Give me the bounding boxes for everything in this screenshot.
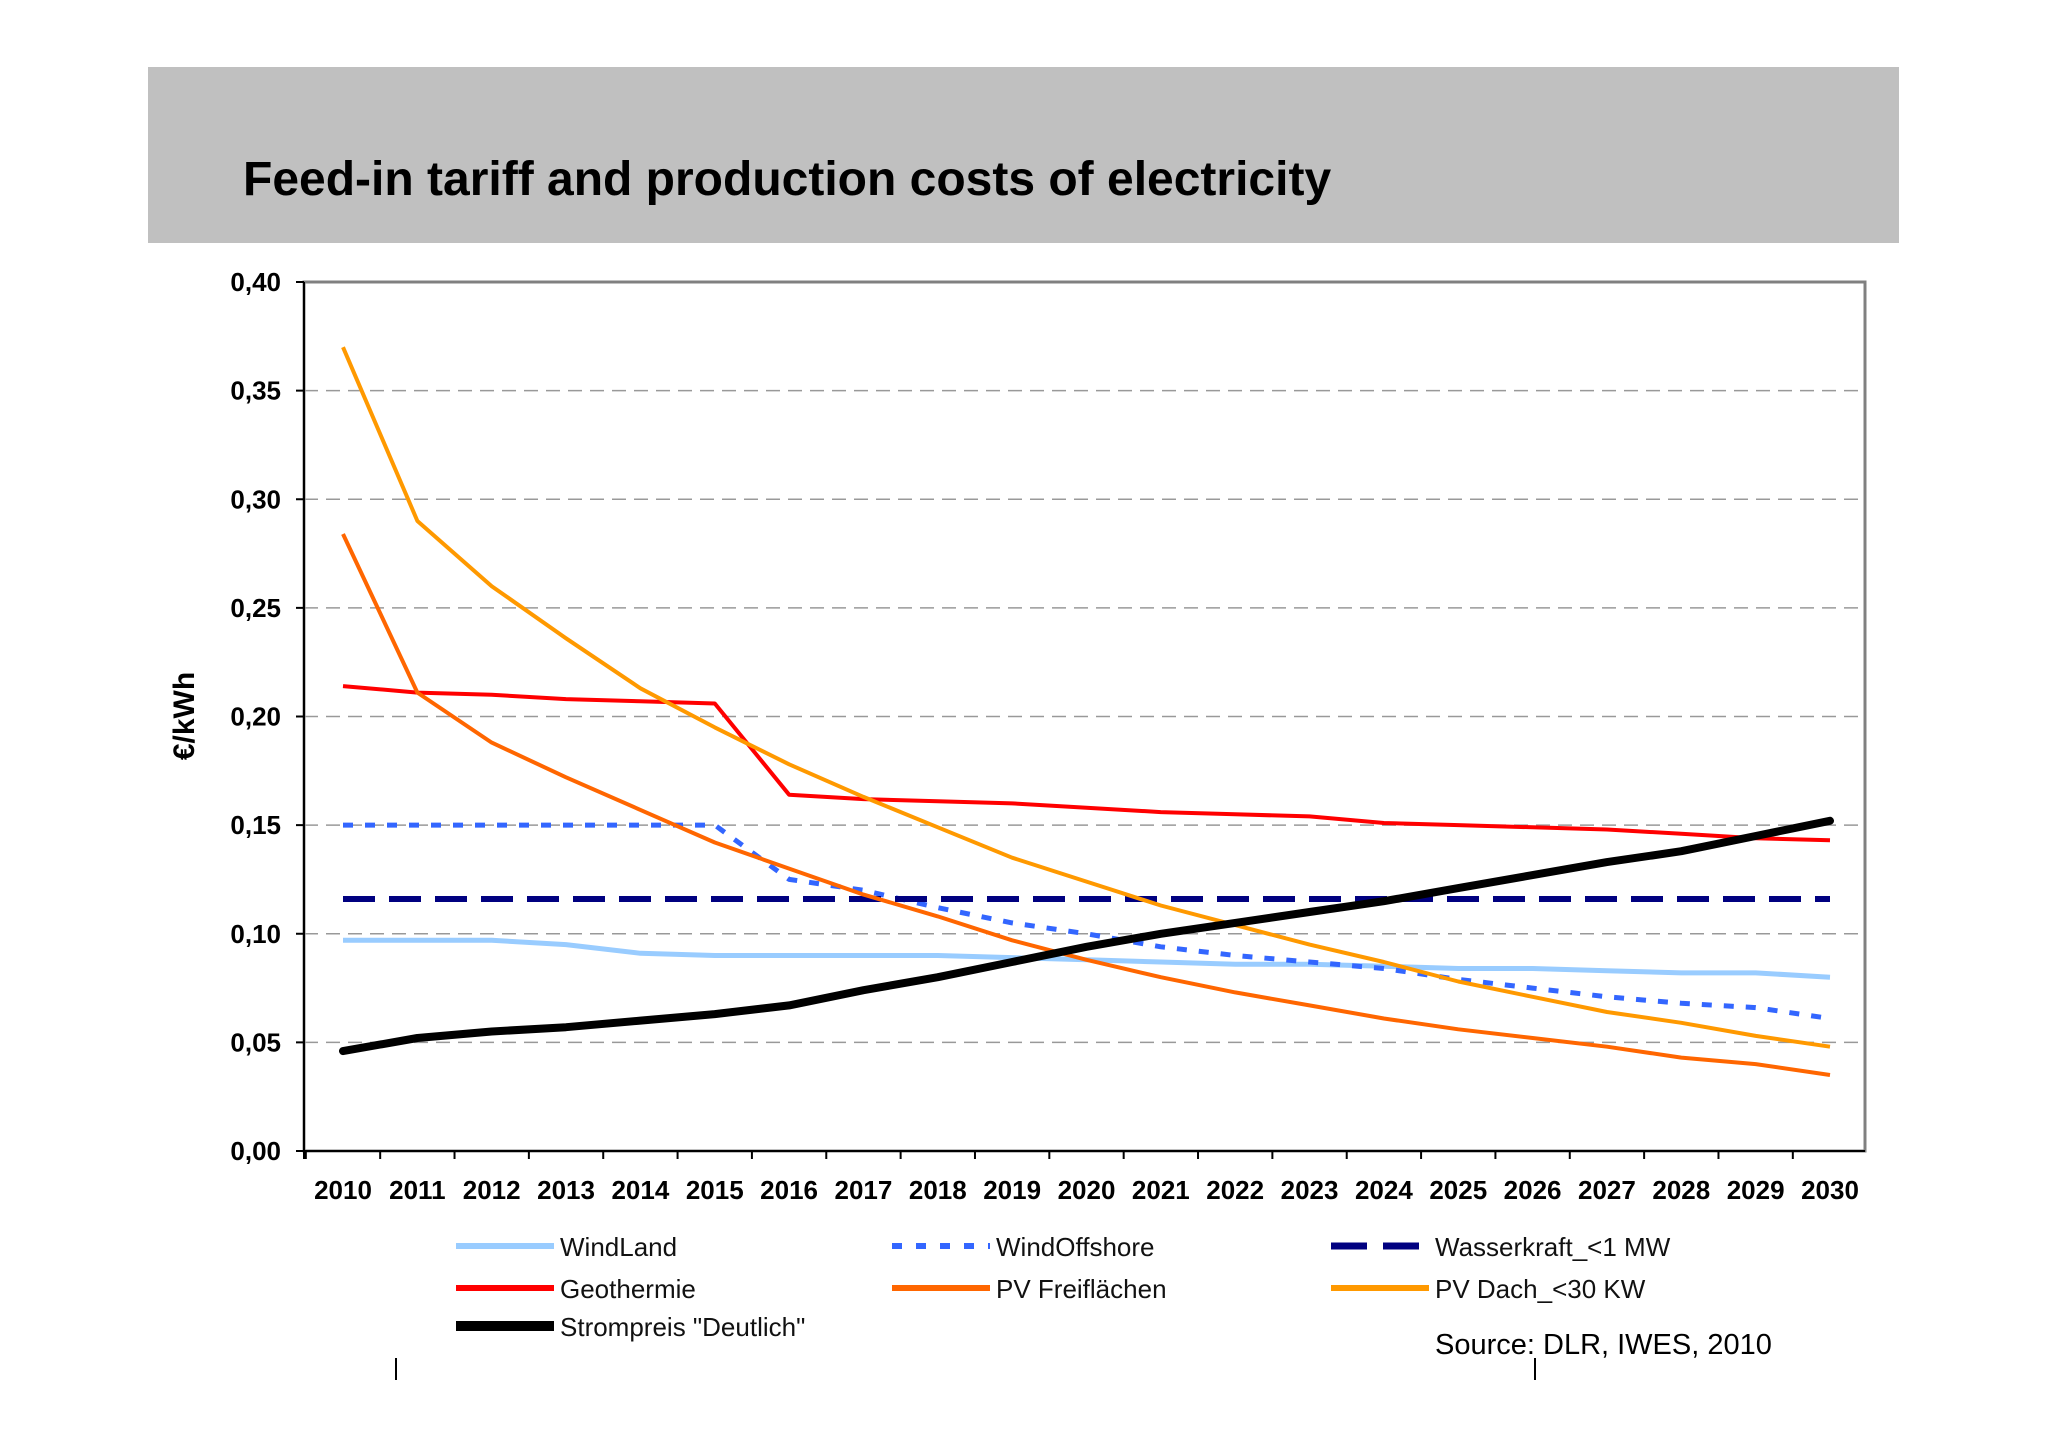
y-tick-label: 0,35 — [230, 376, 281, 406]
series-line-pv-dach-30-kw — [341, 346, 1831, 1049]
y-axis-label: €/kWh — [168, 672, 201, 760]
x-tick-label: 2030 — [1801, 1175, 1859, 1205]
x-tick-label: 2014 — [611, 1175, 669, 1205]
x-tick-label: 2011 — [389, 1175, 445, 1205]
x-tick-label: 2028 — [1652, 1175, 1710, 1205]
y-tick-label: 0,30 — [230, 484, 281, 514]
x-tick-label: 2029 — [1727, 1175, 1785, 1205]
series-line-geothermie — [342, 684, 1831, 843]
x-tick-label: 2015 — [686, 1175, 744, 1205]
x-tick-label: 2010 — [314, 1175, 372, 1205]
chart-title: Feed-in tariff and production costs of e… — [243, 153, 1331, 206]
legend-label: PV Freiflächen — [996, 1274, 1167, 1304]
y-tick-label: 0,10 — [230, 919, 281, 949]
legend-label: Wasserkraft_<1 MW — [1435, 1232, 1671, 1262]
x-tick-label: 2024 — [1355, 1175, 1413, 1205]
x-tick-label: 2018 — [909, 1175, 967, 1205]
x-tick-label: 2019 — [983, 1175, 1041, 1205]
x-tick-label: 2017 — [835, 1175, 893, 1205]
series-line-pv-freifl-chen — [341, 533, 1831, 1077]
legend-label: Geothermie — [560, 1274, 696, 1304]
y-tick-label: 0,20 — [230, 702, 281, 732]
header-band — [148, 67, 1899, 243]
x-tick-label: 2026 — [1504, 1175, 1562, 1205]
x-tick-label: 2013 — [537, 1175, 595, 1205]
source-note: Source: DLR, IWES, 2010 — [1435, 1329, 1772, 1361]
series-line-strompreis-deutlich — [339, 816, 1834, 1056]
x-tick-label: 2022 — [1206, 1175, 1264, 1205]
x-tick-label: 2012 — [463, 1175, 521, 1205]
series-line-windoffshore — [343, 822, 1831, 1021]
y-tick-label: 0,00 — [230, 1136, 281, 1166]
y-tick-label: 0,15 — [230, 810, 281, 840]
legend-label: PV Dach_<30 KW — [1435, 1274, 1646, 1304]
legend-label: WindLand — [560, 1232, 677, 1262]
x-tick-label: 2025 — [1429, 1175, 1487, 1205]
legend-label: WindOffshore — [996, 1232, 1154, 1262]
x-tick-label: 2016 — [760, 1175, 818, 1205]
legend-label: Strompreis "Deutlich" — [560, 1312, 805, 1342]
y-tick-label: 0,40 — [230, 267, 281, 297]
y-tick-label: 0,05 — [230, 1027, 281, 1057]
x-tick-label: 2023 — [1281, 1175, 1339, 1205]
x-tick-label: 2020 — [1058, 1175, 1116, 1205]
x-tick-label: 2021 — [1132, 1175, 1190, 1205]
x-tick-label: 2027 — [1578, 1175, 1636, 1205]
y-tick-label: 0,25 — [230, 593, 281, 623]
